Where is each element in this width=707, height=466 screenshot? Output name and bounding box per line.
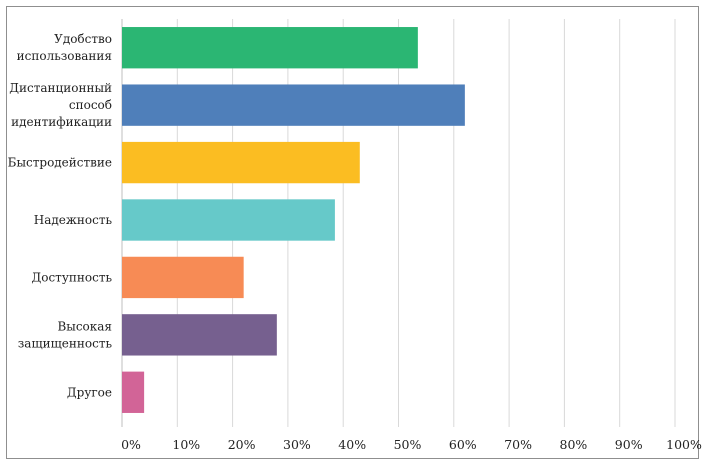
bar bbox=[122, 27, 418, 69]
category-label: Дистанционный способ идентификации bbox=[9, 81, 112, 129]
category-labels: Удобство использования Дистанционный способ… bbox=[8, 32, 113, 399]
x-tick-label: 100% bbox=[666, 437, 702, 452]
x-tick-label: 50% bbox=[394, 437, 422, 452]
category-label: Другое bbox=[67, 385, 112, 399]
bar bbox=[122, 314, 277, 356]
bar bbox=[122, 371, 145, 413]
bar bbox=[122, 141, 360, 184]
x-tick-labels: 0% 10% 20% 30% 40% 50% 60% 70% 80% 90% 100% bbox=[121, 437, 702, 452]
x-tick-label: 90% bbox=[615, 437, 643, 452]
x-tick-label: 20% bbox=[228, 437, 256, 452]
bar bbox=[122, 256, 244, 299]
category-label: Удобство использования bbox=[17, 32, 112, 63]
x-tick-label: 60% bbox=[449, 437, 477, 452]
x-tick-label: 80% bbox=[560, 437, 588, 452]
x-tick-label: 70% bbox=[504, 437, 532, 452]
x-tick-label: 40% bbox=[338, 437, 366, 452]
category-label: Доступность bbox=[31, 270, 112, 284]
bar bbox=[122, 84, 465, 126]
category-label: Высокая защищенность bbox=[18, 319, 113, 350]
x-tick-label: 30% bbox=[283, 437, 311, 452]
bars bbox=[122, 27, 465, 413]
category-label: Быстродействие bbox=[8, 156, 112, 170]
x-tick-label: 10% bbox=[172, 437, 200, 452]
x-tick-label: 0% bbox=[121, 437, 141, 452]
bar bbox=[122, 199, 335, 241]
category-label: Надежность bbox=[34, 213, 113, 227]
